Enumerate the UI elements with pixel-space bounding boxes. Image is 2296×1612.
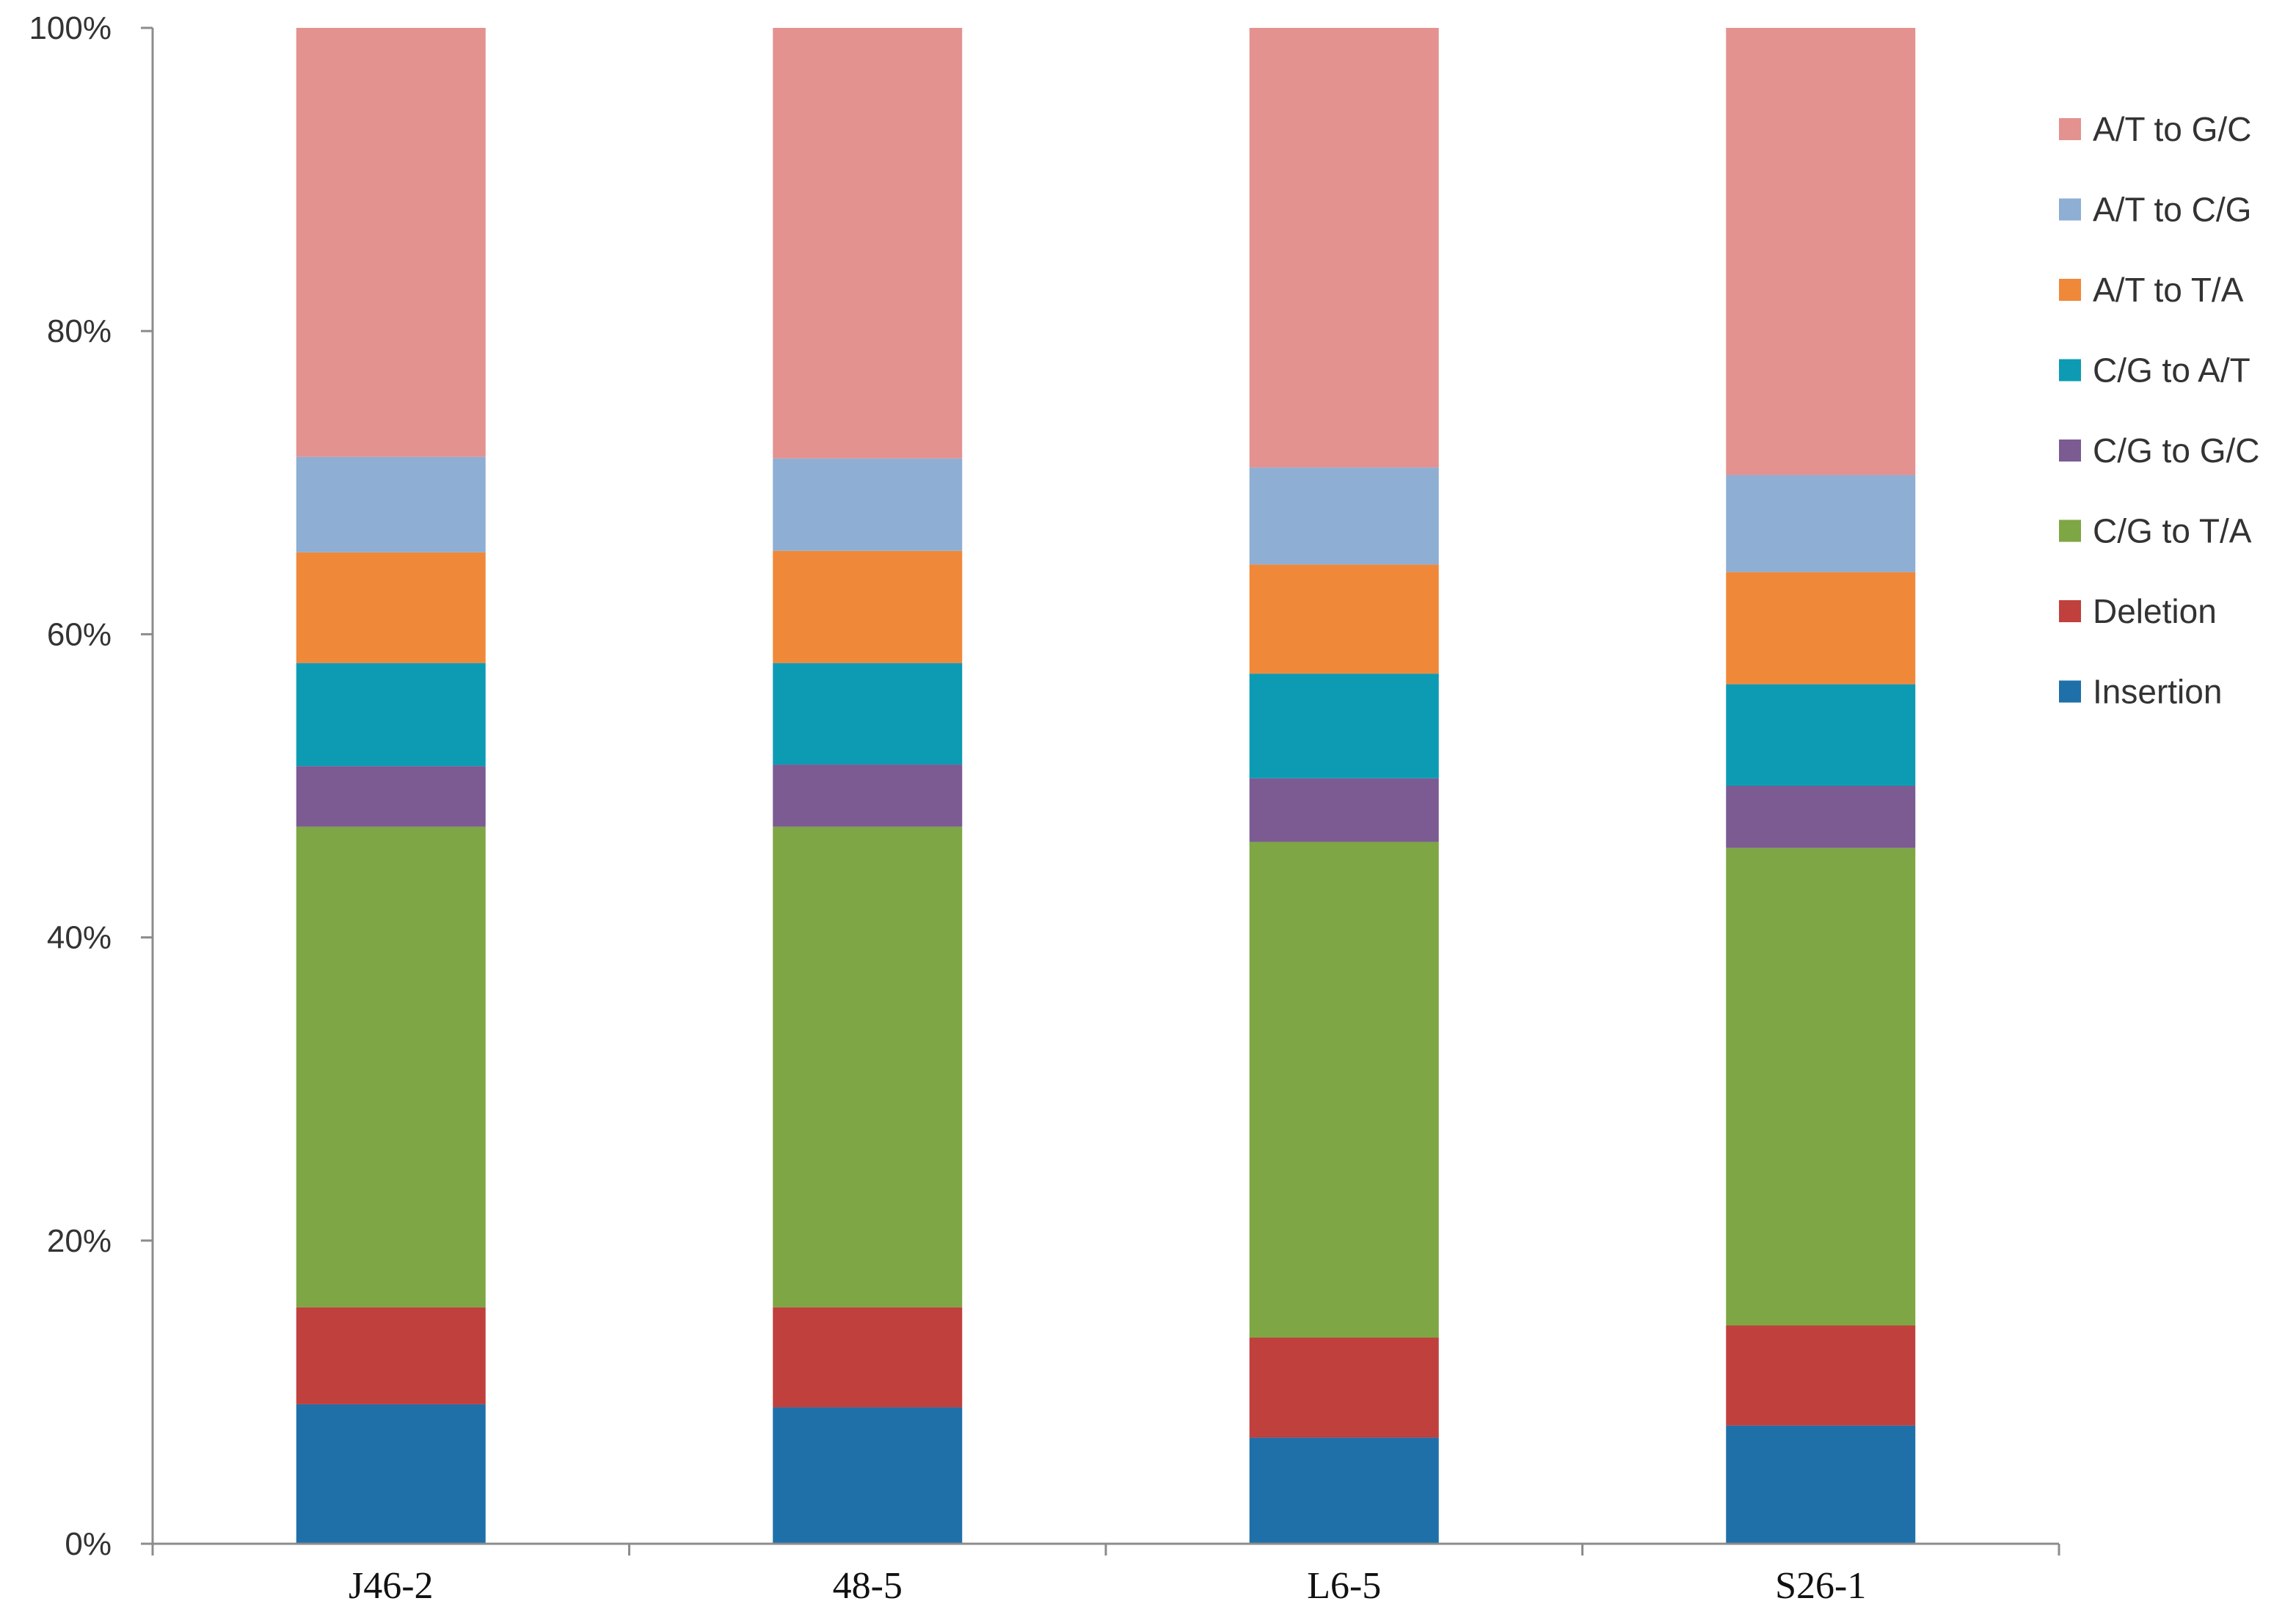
legend-label: Deletion [2093, 592, 2217, 630]
bar-segment-a-t-to-c-g-l6-5 [1249, 467, 1439, 565]
y-tick-label: 80% [47, 313, 112, 349]
y-tick-label: 100% [29, 10, 112, 46]
x-tick-label: L6-5 [1307, 1565, 1381, 1607]
bar-segment-deletion-48-5 [773, 1307, 963, 1408]
bar-segment-c-g-to-a-t-j46-2 [296, 663, 486, 767]
legend-label: Insertion [2093, 673, 2222, 711]
bar-segment-c-g-to-t-a-48-5 [773, 826, 963, 1308]
bar-segment-a-t-to-t-a-l6-5 [1249, 564, 1439, 674]
bar-segment-a-t-to-g-c-s26-1 [1726, 28, 1916, 475]
legend-swatch [2059, 680, 2081, 703]
bar-segment-a-t-to-t-a-s26-1 [1726, 572, 1916, 685]
bar-segment-c-g-to-a-t-48-5 [773, 663, 963, 765]
bar-segment-c-g-to-g-c-j46-2 [296, 766, 486, 827]
bar-segment-c-g-to-g-c-48-5 [773, 765, 963, 827]
bar-segment-deletion-l6-5 [1249, 1338, 1439, 1438]
bar-segment-a-t-to-c-g-48-5 [773, 458, 963, 551]
legend-label: A/T to G/C [2093, 110, 2251, 148]
bar-segment-c-g-to-a-t-l6-5 [1249, 674, 1439, 778]
y-tick-label: 0% [65, 1526, 112, 1562]
bar-segment-c-g-to-t-a-j46-2 [296, 826, 486, 1308]
legend-label: C/G to G/C [2093, 431, 2259, 470]
bar-segment-c-g-to-g-c-s26-1 [1726, 786, 1916, 848]
legend-swatch [2059, 440, 2081, 462]
legend-label: A/T to C/G [2093, 191, 2251, 229]
bar-segment-insertion-48-5 [773, 1407, 963, 1544]
legend-label: A/T to T/A [2093, 271, 2244, 309]
legend-label: C/G to T/A [2093, 512, 2252, 550]
bar-segment-insertion-s26-1 [1726, 1425, 1916, 1544]
bar-segment-a-t-to-g-c-48-5 [773, 28, 963, 459]
x-tick-label: 48-5 [833, 1565, 903, 1607]
bar-segment-a-t-to-t-a-j46-2 [296, 552, 486, 663]
bar-segment-a-t-to-g-c-l6-5 [1249, 28, 1439, 468]
bar-segment-c-g-to-a-t-s26-1 [1726, 684, 1916, 786]
bar-segment-c-g-to-t-a-l6-5 [1249, 842, 1439, 1338]
bar-segment-insertion-l6-5 [1249, 1437, 1439, 1544]
y-tick-label: 60% [47, 616, 112, 652]
bar-segment-a-t-to-c-g-j46-2 [296, 456, 486, 552]
x-ticks: J46-2 48-5 L6-5 S26-1 [151, 1544, 2060, 1607]
bar-segment-a-t-to-c-g-s26-1 [1726, 475, 1916, 572]
bar-segment-a-t-to-t-a-48-5 [773, 550, 963, 663]
bar-segment-c-g-to-g-c-l6-5 [1249, 778, 1439, 842]
bar-segment-deletion-j46-2 [296, 1307, 486, 1404]
bar-segment-deletion-s26-1 [1726, 1325, 1916, 1426]
bar-segment-insertion-j46-2 [296, 1404, 486, 1544]
y-tick-label: 40% [47, 920, 112, 956]
legend-swatch [2059, 118, 2081, 140]
legend: A/T to G/C A/T to C/G A/T to T/A C/G to A/T… [2059, 110, 2259, 711]
legend-swatch [2059, 279, 2081, 301]
y-tick-label: 20% [47, 1223, 112, 1259]
legend-label: C/G to A/T [2093, 351, 2251, 390]
legend-swatch [2059, 519, 2081, 542]
legend-swatch [2059, 198, 2081, 221]
y-ticks: 0% 20% 40% 60% 80% 100% [29, 10, 153, 1562]
bar-segment-a-t-to-g-c-j46-2 [296, 28, 486, 457]
legend-swatch [2059, 600, 2081, 622]
x-tick-label: S26-1 [1775, 1565, 1866, 1607]
x-tick-label: J46-2 [349, 1565, 434, 1607]
bar-segment-c-g-to-t-a-s26-1 [1726, 847, 1916, 1326]
legend-swatch [2059, 359, 2081, 382]
bar-area [296, 28, 1916, 1544]
